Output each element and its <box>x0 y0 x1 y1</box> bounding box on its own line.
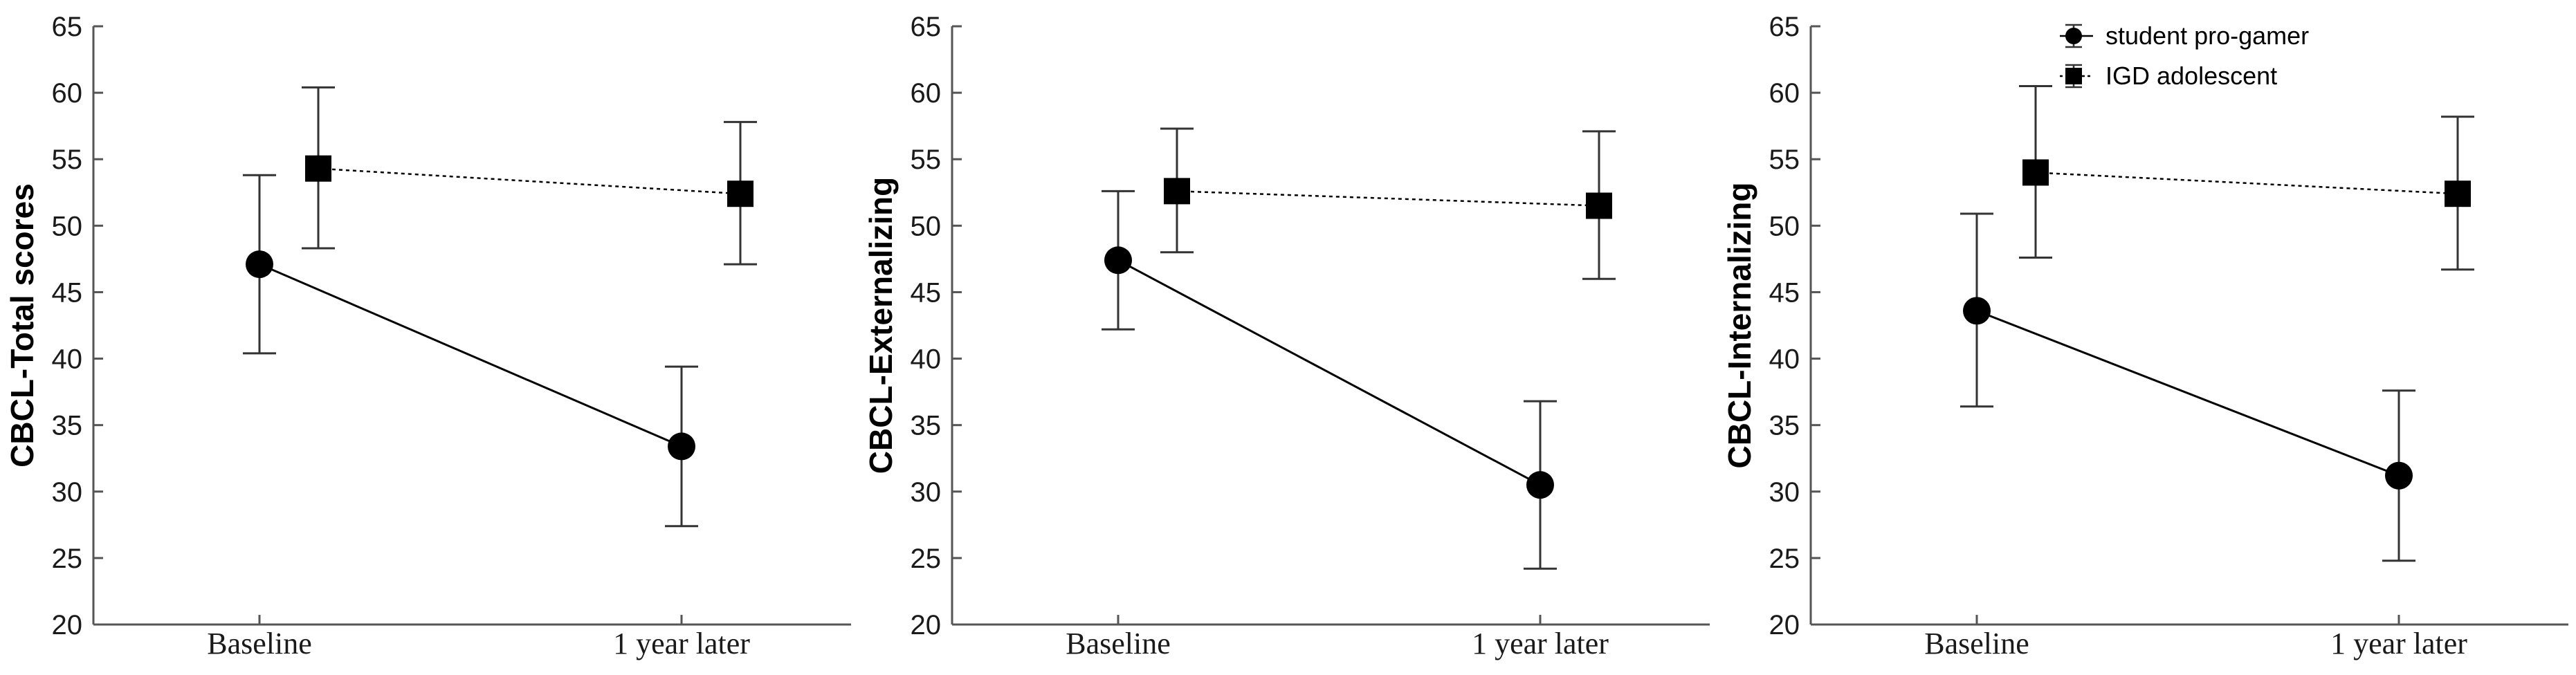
y-axis-label: CBCL-Total scores <box>4 183 40 468</box>
legend-label: IGD adolescent <box>2105 62 2277 90</box>
data-point-square <box>2445 181 2471 207</box>
y-tick-label: 55 <box>52 145 83 175</box>
y-tick-label: 25 <box>1769 544 1800 574</box>
legend-marker-square <box>2065 68 2082 84</box>
chart-svg: 20 25 30 35 40 45 50 55 60 65 Baseline 1 year later… <box>863 12 1710 660</box>
x-tick-label: 1 year later <box>1472 627 1609 660</box>
data-point-circle <box>2385 461 2413 490</box>
y-tick-label: 55 <box>911 145 942 175</box>
data-point-circle <box>1526 471 1554 499</box>
y-tick-label: 25 <box>52 544 83 574</box>
series-line-igd <box>2035 172 2458 195</box>
y-tick-label: 40 <box>1769 344 1800 375</box>
series-line-pro-gamer <box>1117 259 1541 486</box>
y-axis-label: CBCL-Internalizing <box>1721 183 1757 469</box>
y-tick-label: 60 <box>1769 78 1800 109</box>
data-point-square <box>1586 192 1612 219</box>
y-tick-label: 65 <box>52 12 83 42</box>
data-point-circle <box>1963 297 1991 325</box>
x-tick-label: Baseline <box>1924 627 2029 660</box>
data-point-circle <box>668 432 695 461</box>
y-tick-label: 40 <box>911 344 942 375</box>
series-line-igd <box>1176 190 1600 207</box>
chart-svg: 20 25 30 35 40 45 50 55 60 65 Baseline 1 year later… <box>4 12 851 660</box>
y-axis-label: CBCL-Externalizing <box>863 177 899 474</box>
x-tick-label: 1 year later <box>2330 627 2467 660</box>
data-point-square <box>727 181 753 207</box>
series-line-pro-gamer <box>1976 309 2400 477</box>
chart-panel-externalizing: 20 25 30 35 40 45 50 55 60 65 Baseline 1 year later… <box>859 0 1717 675</box>
y-tick-label: 30 <box>1769 477 1800 508</box>
y-tick-label: 65 <box>911 12 942 42</box>
y-tick-label: 45 <box>1769 277 1800 308</box>
y-tick-label: 55 <box>1769 145 1800 175</box>
y-tick-label: 30 <box>911 477 942 508</box>
data-point-circle <box>246 250 273 279</box>
series-line-pro-gamer <box>259 263 682 447</box>
chart-panel-total: 20 25 30 35 40 45 50 55 60 65 Baseline 1 year later… <box>0 0 859 675</box>
y-tick-label: 50 <box>52 211 83 241</box>
y-tick-label: 35 <box>52 411 83 441</box>
y-tick-label: 50 <box>911 211 942 241</box>
y-tick-label: 30 <box>52 477 83 508</box>
legend-marker-circle <box>2065 28 2082 44</box>
y-tick-label: 45 <box>52 277 83 308</box>
y-tick-label: 35 <box>1769 411 1800 441</box>
y-tick-label: 25 <box>911 544 942 574</box>
y-tick-label: 35 <box>911 411 942 441</box>
x-tick-label: 1 year later <box>613 627 750 660</box>
series-line-igd <box>318 167 741 195</box>
y-tick-label: 50 <box>1769 211 1800 241</box>
legend-label: student pro-gamer <box>2105 21 2309 50</box>
y-tick-label: 20 <box>1769 610 1800 640</box>
y-tick-label: 60 <box>52 78 83 109</box>
x-tick-label: Baseline <box>1066 627 1171 660</box>
y-tick-label: 65 <box>1769 12 1800 42</box>
x-tick-label: Baseline <box>207 627 312 660</box>
data-point-circle <box>1104 246 1132 275</box>
data-point-square <box>1164 178 1190 205</box>
y-tick-label: 60 <box>911 78 942 109</box>
data-point-square <box>305 155 331 182</box>
y-tick-label: 20 <box>911 610 942 640</box>
y-tick-label: 40 <box>52 344 83 375</box>
y-tick-label: 20 <box>52 610 83 640</box>
chart-panel-internalizing: 20 25 30 35 40 45 50 55 60 65 Baseline 1 year later… <box>1717 0 2576 675</box>
data-point-square <box>2022 159 2049 186</box>
chart-svg: 20 25 30 35 40 45 50 55 60 65 Baseline 1 year later… <box>1721 12 2568 660</box>
y-tick-label: 45 <box>911 277 942 308</box>
